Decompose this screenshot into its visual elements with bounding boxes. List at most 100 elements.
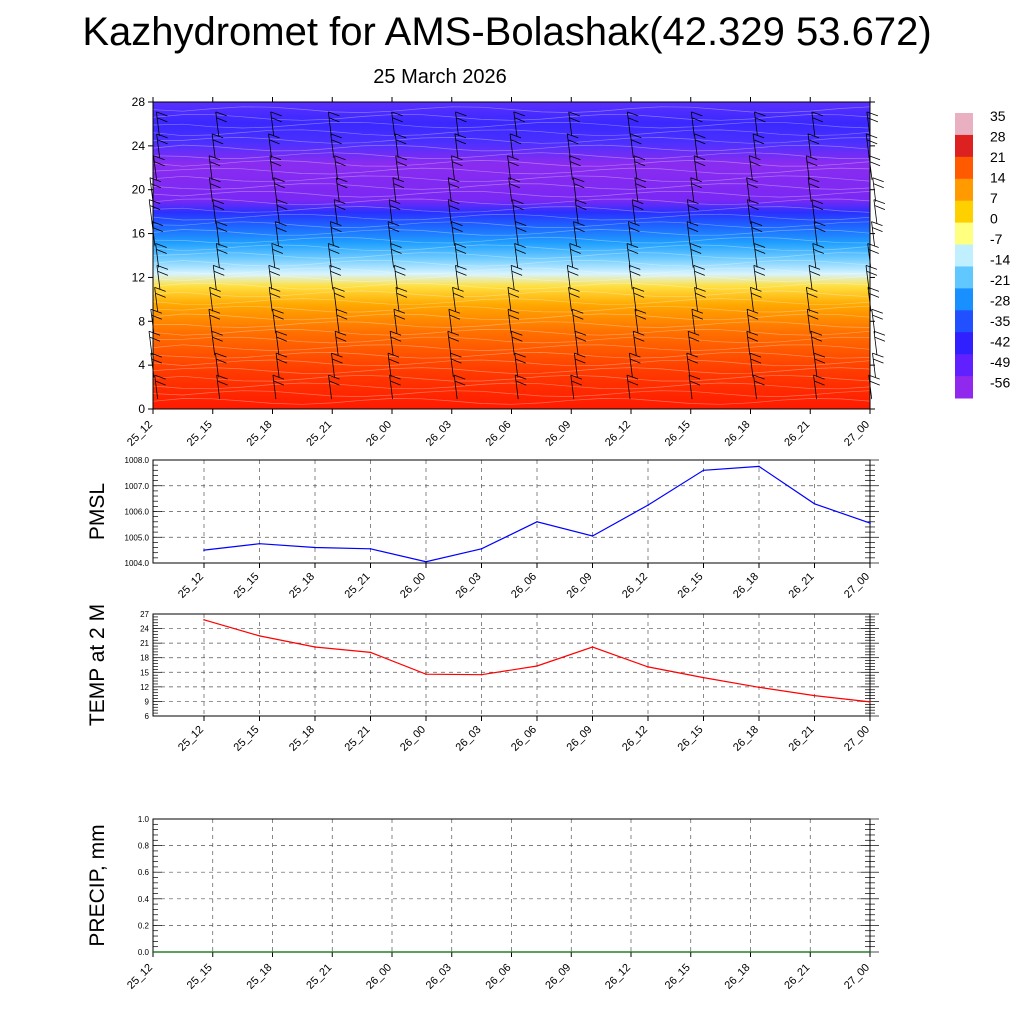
- wind-barb: [272, 309, 277, 334]
- colorbar-swatch: [955, 332, 973, 355]
- wind-barb-flag: [273, 380, 285, 386]
- wind-barb-flag: [270, 161, 282, 167]
- wind-barb-flag: [209, 286, 221, 292]
- wind-barb-flag: [269, 155, 282, 161]
- wind-barb-flag: [568, 139, 579, 145]
- wind-barb-flag: [749, 352, 762, 358]
- y-tick-label: 1008.0: [125, 456, 150, 465]
- colorbar-label: 28: [990, 129, 1006, 145]
- wind-barb-flag: [688, 330, 700, 336]
- wind-barb-flag: [270, 292, 281, 298]
- contour-line: [152, 321, 871, 328]
- wind-barb-flag: [211, 330, 223, 336]
- wind-barb-flag: [209, 314, 221, 320]
- wind-barb: [390, 243, 394, 268]
- x-tick-label: 26_09: [565, 724, 595, 754]
- wind-barb-flag: [268, 265, 280, 270]
- wind-barb: [449, 353, 454, 378]
- wind-barb: [155, 111, 160, 136]
- wind-barb-flag: [149, 199, 161, 205]
- wind-barb: [268, 287, 273, 312]
- data-point: [591, 646, 594, 648]
- contour-line: [152, 191, 871, 198]
- data-point: [152, 951, 154, 953]
- wind-barb: [574, 331, 579, 356]
- wind-barb-flag: [452, 161, 463, 167]
- wind-barb-flag: [217, 249, 228, 254]
- wind-barb-flag: [694, 271, 705, 276]
- wind-barb: [334, 331, 339, 356]
- wind-barb-flag: [874, 336, 886, 342]
- wind-barb: [689, 243, 694, 268]
- wind-barb: [693, 155, 698, 180]
- y-tick-label: 0.2: [138, 921, 150, 930]
- wind-barb: [393, 309, 398, 334]
- wind-barb-flag: [575, 358, 586, 364]
- wind-barb-flag: [276, 199, 288, 205]
- wind-barb-flag: [451, 155, 463, 161]
- wind-barb-flag: [390, 336, 402, 342]
- x-tick-label: 26_12: [603, 419, 633, 449]
- wind-barb-flag: [575, 199, 587, 205]
- wind-barb-flag: [814, 358, 826, 364]
- wind-barb: [626, 243, 631, 268]
- data-point: [647, 504, 649, 506]
- contour-line: [152, 213, 871, 221]
- wind-barb-flag: [871, 221, 883, 226]
- wind-barb-flag: [635, 183, 647, 189]
- wind-barb-flag: [388, 227, 400, 232]
- wind-barb: [389, 375, 393, 400]
- wind-barb-flag: [449, 205, 460, 211]
- wind-barb-flag: [213, 205, 224, 211]
- wind-barb-flag: [268, 133, 280, 139]
- wind-barb: [693, 265, 698, 290]
- wind-barb-flag: [629, 227, 640, 232]
- wind-barb-flag: [334, 155, 346, 161]
- wind-barb: [329, 265, 334, 290]
- wind-barb-flag: [156, 133, 168, 139]
- wind-barb-flag: [748, 205, 759, 211]
- x-tick-label: 26_12: [603, 962, 633, 992]
- wind-barb-flag: [867, 139, 878, 145]
- wind-barb-flag: [627, 249, 639, 254]
- wind-barb: [808, 265, 813, 290]
- wind-barb: [395, 287, 400, 312]
- wind-barb-flag: [396, 292, 408, 298]
- wind-barb: [275, 221, 279, 246]
- data-point: [258, 542, 261, 545]
- wind-barb: [566, 133, 571, 158]
- wind-barb-flag: [154, 161, 165, 167]
- wind-barb-flag: [515, 374, 527, 380]
- wind-barb-flag: [693, 155, 706, 161]
- wind-barb-flag: [455, 249, 467, 254]
- wind-barb-flag: [332, 358, 343, 364]
- contour-line: [152, 106, 871, 113]
- wind-barb: [805, 155, 810, 180]
- wind-barb-flag: [752, 133, 765, 139]
- x-tick-label: 26_06: [484, 419, 514, 449]
- wind-barb-flag: [269, 271, 280, 276]
- wind-barb-flag: [452, 227, 463, 232]
- pmsl-panel: 1004.0 1005.0 1006.0 1007.0 1008.0 25_12 25_15…: [86, 456, 879, 601]
- wind-barb-flag: [755, 249, 766, 254]
- wind-barb: [215, 221, 220, 246]
- wind-barb-flag: [155, 380, 166, 386]
- wind-barb-flag: [509, 183, 520, 189]
- wind-barb: [753, 243, 758, 268]
- wind-barb: [568, 111, 573, 136]
- wind-barb-flag: [455, 139, 467, 145]
- wind-barb: [686, 353, 691, 378]
- y-tick-label: 8: [138, 314, 145, 328]
- wind-barb: [330, 133, 335, 158]
- colorbar-label: 35: [990, 108, 1006, 124]
- wind-barb-flag: [152, 227, 164, 232]
- y-tick-label: 1004.0: [125, 559, 150, 568]
- wind-barb-flag: [454, 243, 467, 248]
- wind-barb-flag: [387, 221, 400, 226]
- data-point: [536, 665, 538, 667]
- wind-barb-flag: [634, 177, 646, 183]
- wind-barb: [811, 199, 816, 224]
- wind-barb-flag: [447, 330, 459, 336]
- wind-barb: [514, 221, 519, 246]
- wind-barb: [268, 265, 273, 290]
